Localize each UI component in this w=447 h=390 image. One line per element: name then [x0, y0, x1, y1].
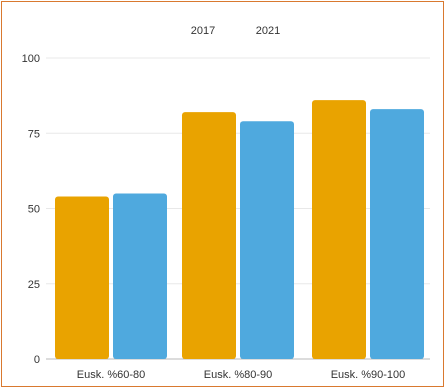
legend-item-2017: 2017 [191, 25, 215, 37]
y-tick-label: 50 [28, 204, 40, 216]
x-tick-label: Eusk. %90-100 [331, 369, 406, 381]
bar-2017-0 [55, 196, 109, 359]
legend: 2017 2021 [191, 25, 280, 37]
x-axis-labels: Eusk. %60-80 Eusk. %80-90 Eusk. %90-100 [77, 369, 406, 381]
bars [55, 100, 424, 360]
y-tick-label: 100 [22, 53, 40, 65]
y-axis: 0 25 50 75 100 [22, 53, 40, 366]
x-tick-label: Eusk. %60-80 [77, 369, 145, 381]
legend-item-2021: 2021 [256, 25, 280, 37]
bar-2021-1 [240, 121, 294, 360]
bar-2021-2 [370, 109, 424, 359]
y-tick-label: 75 [28, 128, 40, 140]
bar-2021-0 [113, 193, 167, 359]
y-tick-label: 25 [28, 279, 40, 291]
y-tick-label: 0 [34, 354, 40, 366]
bar-2017-2 [312, 100, 366, 359]
bar-2017-1 [182, 112, 236, 360]
x-tick-label: Eusk. %80-90 [204, 369, 272, 381]
